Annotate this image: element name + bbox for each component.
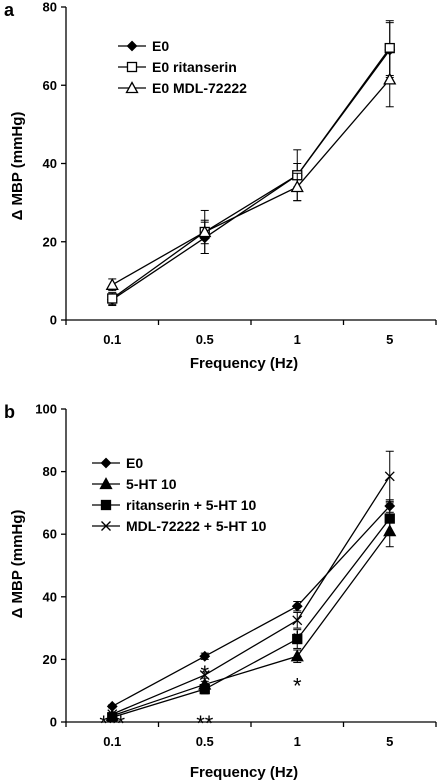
x-tick-label-1: 1 xyxy=(294,332,301,347)
y-tick-label-80: 80 xyxy=(43,464,57,479)
panel-a: a Δ MBP (mmHg) Frequency (Hz) 0 20 40 60 80 0… xyxy=(4,0,437,372)
data-point xyxy=(199,670,210,681)
series-line xyxy=(111,47,391,300)
significance-marker-0: *** xyxy=(99,711,125,736)
x-axis-label-b: Frequency (Hz) xyxy=(190,764,298,781)
series-2 xyxy=(107,502,395,723)
legend-label: E0 xyxy=(126,455,143,471)
x-tick-label-0.1: 0.1 xyxy=(103,332,121,347)
panel-b: b Δ MBP (mmHg) Frequency (Hz) 0 20 40 60 80 1… xyxy=(4,402,437,781)
legend-marker xyxy=(101,521,111,531)
y-tick-label-60: 60 xyxy=(43,78,57,93)
significance-marker-1: * xyxy=(200,661,209,686)
legend-marker xyxy=(99,477,113,490)
y-tick-label-20: 20 xyxy=(43,234,57,249)
legend-label: MDL-72222 + 5-HT 10 xyxy=(126,518,267,534)
legend-label: 5-HT 10 xyxy=(126,476,177,492)
y-tick-label-40: 40 xyxy=(43,589,57,604)
legend-marker xyxy=(100,499,112,511)
data-point xyxy=(383,72,397,85)
legend-item-0: E0 xyxy=(118,38,169,54)
x-axis-label-a: Frequency (Hz) xyxy=(190,355,298,372)
legend-item-2: E0 MDL-72222 xyxy=(118,80,247,96)
data-point xyxy=(384,42,395,54)
significance-marker-2: ** xyxy=(196,711,214,736)
series-1 xyxy=(107,20,395,305)
legend-label: E0 xyxy=(152,38,169,54)
y-tick-label-0: 0 xyxy=(50,715,57,730)
y-tick-label-60: 60 xyxy=(43,527,57,542)
series-2 xyxy=(105,51,397,292)
data-point xyxy=(290,649,304,662)
data-point xyxy=(107,709,118,720)
legend-label: ritanserin + 5-HT 10 xyxy=(126,497,257,513)
data-point xyxy=(105,277,119,290)
x-tick-label-1: 1 xyxy=(294,734,301,749)
data-point xyxy=(198,225,212,238)
y-axis-label-a: Δ MBP (mmHg) xyxy=(9,112,26,221)
x-tick-label-5: 5 xyxy=(386,734,393,749)
data-point xyxy=(384,513,395,524)
legend-marker xyxy=(126,61,138,73)
legend-b: E0 5-HT 10 ritanserin + 5-HT 10 MDL-72222 +… xyxy=(92,455,267,534)
x-tick-label-0.1: 0.1 xyxy=(103,734,121,749)
data-point xyxy=(199,683,210,695)
y-tick-label-0: 0 xyxy=(50,313,57,328)
series-3 xyxy=(107,450,395,720)
legend-label: E0 ritanserin xyxy=(152,59,237,75)
data-point xyxy=(107,293,118,304)
legend-item-1: E0 ritanserin xyxy=(118,59,237,75)
panel-letter-b: b xyxy=(4,402,15,422)
legend-item-2: ritanserin + 5-HT 10 xyxy=(92,497,257,513)
data-point xyxy=(292,633,303,645)
series-line xyxy=(111,475,391,715)
legend-marker xyxy=(126,40,138,52)
series-line xyxy=(112,530,391,717)
y-axis-label-b: Δ MBP (mmHg) xyxy=(9,510,26,619)
significance-marker-4: * xyxy=(293,673,302,698)
legend-label: E0 MDL-72222 xyxy=(152,80,247,96)
x-tick-label-0.5: 0.5 xyxy=(196,332,214,347)
legend-item-1: 5-HT 10 xyxy=(92,476,177,492)
x-tick-label-0.5: 0.5 xyxy=(196,734,214,749)
y-tick-label-40: 40 xyxy=(43,156,57,171)
series-line xyxy=(112,518,391,718)
y-tick-label-20: 20 xyxy=(43,652,57,667)
series-line xyxy=(111,78,391,286)
panel-letter-a: a xyxy=(4,0,15,20)
data-point xyxy=(290,180,304,193)
legend-a: E0 E0 ritanserin E0 MDL-72222 xyxy=(118,38,247,96)
y-tick-label-80: 80 xyxy=(43,0,57,15)
data-point xyxy=(292,615,303,626)
legend-item-0: E0 xyxy=(92,455,143,471)
legend-marker xyxy=(100,457,112,469)
y-tick-label-100: 100 xyxy=(35,402,57,417)
legend-item-3: MDL-72222 + 5-HT 10 xyxy=(92,518,267,534)
data-point xyxy=(384,471,395,482)
data-point xyxy=(291,600,303,612)
x-tick-label-5: 5 xyxy=(386,332,393,347)
legend-marker xyxy=(125,81,139,94)
significance-marker-3: * xyxy=(293,626,302,651)
series-line xyxy=(111,505,391,707)
data-point xyxy=(199,650,211,662)
